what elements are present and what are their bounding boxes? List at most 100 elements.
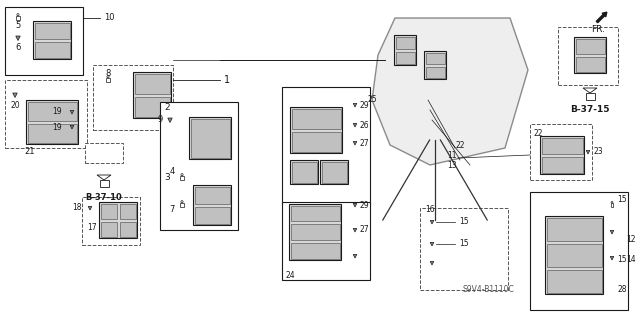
- Bar: [575, 39, 605, 54]
- Bar: [394, 35, 416, 65]
- Text: 10: 10: [104, 13, 115, 23]
- Bar: [106, 78, 109, 82]
- Bar: [28, 101, 77, 121]
- Bar: [541, 137, 582, 153]
- Circle shape: [17, 14, 19, 16]
- Text: 14: 14: [626, 256, 636, 264]
- Polygon shape: [583, 88, 597, 93]
- Text: 24: 24: [286, 271, 296, 279]
- Text: 7: 7: [170, 205, 175, 214]
- Bar: [180, 203, 184, 207]
- Bar: [93, 65, 173, 130]
- Bar: [586, 93, 595, 100]
- Polygon shape: [430, 242, 434, 246]
- Bar: [291, 205, 339, 221]
- Bar: [160, 102, 238, 230]
- Polygon shape: [610, 230, 614, 234]
- Bar: [426, 53, 445, 63]
- Bar: [5, 7, 83, 75]
- Polygon shape: [353, 228, 357, 232]
- Text: 17: 17: [87, 224, 97, 233]
- Bar: [290, 107, 342, 153]
- Polygon shape: [353, 141, 357, 145]
- Bar: [99, 180, 109, 187]
- Text: 2: 2: [164, 103, 170, 113]
- Bar: [35, 41, 70, 57]
- Text: 4: 4: [170, 167, 175, 176]
- Circle shape: [181, 174, 183, 176]
- Bar: [16, 16, 20, 20]
- Text: 15: 15: [617, 256, 627, 264]
- Bar: [282, 202, 370, 280]
- Text: 15: 15: [459, 218, 468, 226]
- Bar: [426, 66, 445, 78]
- Bar: [134, 97, 170, 116]
- Polygon shape: [353, 204, 357, 207]
- Text: 28: 28: [617, 286, 627, 294]
- Text: 16: 16: [425, 205, 435, 214]
- Bar: [26, 100, 78, 144]
- Bar: [82, 197, 140, 245]
- Text: 6: 6: [15, 43, 20, 53]
- Bar: [180, 176, 184, 180]
- Bar: [35, 23, 70, 39]
- Bar: [291, 131, 340, 152]
- Bar: [290, 160, 318, 184]
- Text: 12: 12: [626, 235, 636, 244]
- Text: 13: 13: [447, 160, 457, 169]
- Text: 27: 27: [360, 138, 370, 147]
- Bar: [134, 73, 170, 93]
- Text: 21: 21: [25, 147, 35, 157]
- Polygon shape: [372, 18, 528, 165]
- Polygon shape: [353, 103, 357, 107]
- Bar: [291, 243, 339, 258]
- Bar: [530, 192, 628, 310]
- Text: 1: 1: [224, 75, 230, 85]
- Bar: [540, 136, 584, 174]
- Text: S9V4-B1110C: S9V4-B1110C: [462, 286, 514, 294]
- Text: 22: 22: [455, 140, 465, 150]
- Circle shape: [181, 201, 183, 203]
- Bar: [85, 143, 123, 163]
- Text: 8: 8: [106, 69, 111, 78]
- Polygon shape: [430, 220, 434, 224]
- Bar: [547, 243, 602, 266]
- Bar: [396, 36, 415, 48]
- Text: B-37-10: B-37-10: [86, 194, 122, 203]
- Bar: [558, 27, 618, 85]
- Text: 18: 18: [72, 204, 82, 212]
- Text: 15: 15: [617, 196, 627, 204]
- Polygon shape: [88, 206, 92, 210]
- Circle shape: [611, 202, 613, 203]
- Text: 25: 25: [368, 95, 378, 105]
- Text: 11: 11: [447, 151, 457, 160]
- Bar: [28, 123, 77, 143]
- Bar: [575, 56, 605, 71]
- Bar: [189, 117, 231, 159]
- Polygon shape: [70, 110, 74, 114]
- Text: 19: 19: [52, 108, 62, 116]
- Polygon shape: [168, 118, 172, 122]
- Text: 27: 27: [360, 226, 370, 234]
- Bar: [420, 208, 508, 290]
- Text: 26: 26: [360, 121, 370, 130]
- Bar: [5, 80, 87, 148]
- Text: 3: 3: [164, 174, 170, 182]
- Text: 29: 29: [360, 201, 370, 210]
- Text: B-37-15: B-37-15: [570, 106, 610, 115]
- Polygon shape: [70, 125, 74, 129]
- Bar: [321, 161, 346, 182]
- Bar: [120, 204, 136, 219]
- Bar: [33, 21, 71, 59]
- Bar: [100, 204, 116, 219]
- Bar: [133, 72, 171, 118]
- Text: 19: 19: [52, 122, 62, 131]
- Text: 15: 15: [459, 240, 468, 249]
- Bar: [282, 87, 370, 205]
- Bar: [100, 221, 116, 236]
- Circle shape: [107, 76, 109, 78]
- Bar: [120, 221, 136, 236]
- Bar: [574, 37, 606, 73]
- Bar: [541, 157, 582, 173]
- Bar: [320, 160, 348, 184]
